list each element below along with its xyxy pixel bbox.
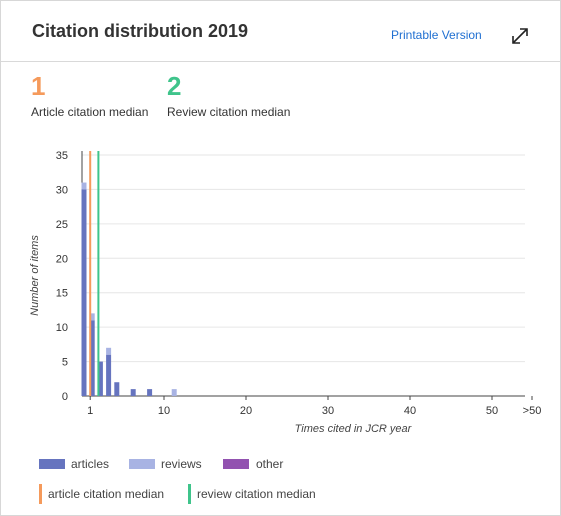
bar-reviews — [171, 389, 177, 396]
card-header: Citation distribution 2019 Printable Ver… — [1, 1, 560, 62]
x-axis-label: Times cited in JCR year — [295, 423, 413, 435]
x-tick-label: 40 — [404, 405, 416, 417]
legend-other-label[interactable]: other — [256, 457, 284, 471]
expand-arrows-icon[interactable] — [509, 25, 531, 47]
legend-review-median-label[interactable]: review citation median — [197, 487, 316, 501]
x-tick-label: 30 — [322, 405, 334, 417]
y-tick-label: 25 — [56, 219, 68, 231]
bar-reviews — [81, 182, 87, 190]
y-tick-label: 10 — [56, 322, 68, 334]
legend-reviews-swatch — [129, 459, 155, 469]
review-median-block: 2 Review citation median — [167, 73, 290, 119]
y-tick-label: 20 — [56, 253, 68, 265]
bar-articles — [114, 382, 120, 396]
legend-articles-label[interactable]: articles — [71, 457, 110, 471]
card-title: Citation distribution 2019 — [32, 21, 249, 41]
printable-version-link[interactable]: Printable Version — [391, 28, 482, 42]
x-tick-label: 50 — [486, 405, 498, 417]
article-median-block: 1 Article citation median — [31, 73, 148, 119]
y-tick-label: 5 — [62, 357, 68, 369]
y-tick-label: 35 — [56, 150, 68, 162]
bar-articles — [130, 389, 136, 396]
bar-articles — [97, 361, 103, 396]
legend-review-median-line — [188, 484, 191, 504]
y-tick-label: 0 — [62, 391, 68, 403]
review-median-label: Review citation median — [167, 105, 291, 119]
bar-articles — [81, 189, 87, 396]
y-tick-label: 15 — [56, 288, 68, 300]
citation-chart: 0 5 10 15 20 25 30 35 1 10 20 30 40 50 >50 Number of it… — [29, 150, 542, 435]
x-tick-label: 1 — [87, 405, 93, 417]
legend-articles-swatch — [39, 459, 65, 469]
bar-articles — [147, 389, 153, 396]
x-tick-label: 20 — [240, 405, 252, 417]
review-median-value: 2 — [167, 71, 182, 101]
y-axis-label: Number of items — [29, 235, 41, 316]
legend-other-swatch — [223, 459, 249, 469]
x-tick-label: >50 — [523, 405, 542, 417]
bar-articles — [106, 354, 112, 396]
legend-article-median-label[interactable]: article citation median — [48, 487, 165, 501]
article-median-label: Article citation median — [31, 105, 149, 119]
legend-article-median-line — [39, 484, 42, 504]
bar-articles — [89, 320, 95, 396]
legend-reviews-label[interactable]: reviews — [161, 457, 202, 471]
x-tick-label: 10 — [158, 405, 170, 417]
bar-reviews — [89, 313, 95, 321]
y-tick-label: 30 — [56, 184, 68, 196]
article-median-value: 1 — [31, 71, 46, 101]
bar-reviews — [106, 347, 112, 355]
